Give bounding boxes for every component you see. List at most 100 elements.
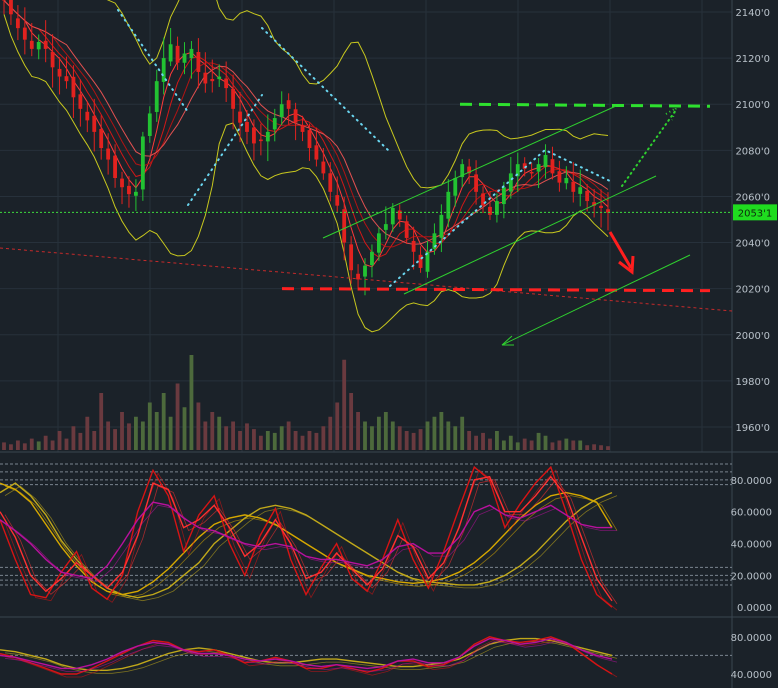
red-arrow-shaft xyxy=(608,231,633,269)
volume-bar xyxy=(238,431,242,450)
volume-bar xyxy=(43,435,48,450)
candle-body xyxy=(349,244,354,271)
candle-body xyxy=(578,187,583,194)
volume-bar xyxy=(265,431,270,450)
volume-bar xyxy=(293,431,298,450)
oscillator-2-series-line xyxy=(0,637,613,670)
candle-body xyxy=(418,254,423,268)
volume-bar xyxy=(404,431,409,450)
candle-body xyxy=(85,111,90,121)
candle-body xyxy=(286,100,291,109)
volume-bar xyxy=(356,412,360,450)
candle-body xyxy=(140,136,145,190)
volume-bar xyxy=(564,438,569,450)
candle-body xyxy=(370,251,374,266)
channel-lower-line xyxy=(403,175,657,295)
volume-bar xyxy=(390,421,395,450)
moving-average-line xyxy=(3,0,609,258)
volume-bar xyxy=(203,421,208,450)
candle-body xyxy=(279,104,284,118)
upper-band-line xyxy=(106,0,609,189)
price-axis-label: 2120'0 xyxy=(735,54,770,65)
bands-layer xyxy=(3,0,609,333)
oscillator-2-layer xyxy=(0,636,732,678)
candle-body xyxy=(383,224,388,230)
candle-body xyxy=(36,41,41,50)
oscillator-2-axis-label: 40.0000 xyxy=(731,670,772,681)
candle-body xyxy=(335,195,340,206)
volume-bar xyxy=(543,435,548,450)
volume-bar xyxy=(467,431,472,450)
volume-bar xyxy=(92,431,97,450)
volume-bar xyxy=(106,421,111,450)
volume-bar xyxy=(9,444,13,450)
candle-body xyxy=(182,53,187,63)
oscillator-1-axis-label: 80.0000 xyxy=(731,476,772,487)
volume-bar xyxy=(376,416,381,450)
volume-bar xyxy=(550,442,555,450)
volume-bar xyxy=(2,442,6,450)
volume-bar xyxy=(175,383,180,450)
moving-average-line xyxy=(3,0,609,268)
candle-body xyxy=(501,187,506,205)
candle-body xyxy=(57,68,62,77)
candle-body xyxy=(265,131,270,142)
volume-bar xyxy=(383,412,388,450)
volume-bar xyxy=(120,412,124,450)
candle-body xyxy=(71,76,76,98)
candle-body xyxy=(217,76,222,80)
candle-body xyxy=(258,139,263,142)
red-trendline xyxy=(0,247,733,312)
volume-bar xyxy=(397,426,402,450)
candle-body xyxy=(328,173,333,192)
channel-upper-line xyxy=(322,105,617,239)
oscillator-2-series-echo-line xyxy=(4,639,618,678)
candle-body xyxy=(425,251,430,272)
volume-bar xyxy=(300,435,305,450)
candle-body xyxy=(536,164,541,172)
candle-body xyxy=(189,48,194,59)
candle-body xyxy=(43,40,48,49)
oscillator-1-axis-label: 60.0000 xyxy=(731,508,772,519)
volume-bar xyxy=(321,426,326,450)
green-dotted-projection xyxy=(621,109,677,187)
volume-bar xyxy=(99,393,104,450)
candle-body xyxy=(175,45,180,63)
volume-bar xyxy=(370,426,374,450)
oscillator-1-series-echo-line xyxy=(4,504,617,583)
candle-body xyxy=(92,115,97,132)
volume-bar xyxy=(474,435,479,450)
candle-body xyxy=(203,72,208,84)
price-axis-label: 1980'0 xyxy=(735,377,770,388)
candle-body xyxy=(120,178,124,188)
volume-layer xyxy=(2,355,610,450)
volume-bar xyxy=(182,407,187,450)
candle-body xyxy=(557,171,562,183)
candle-body xyxy=(411,240,416,252)
candle-body xyxy=(252,127,256,144)
candle-body xyxy=(432,233,437,249)
volume-bar xyxy=(140,421,145,450)
projection-channel-line xyxy=(501,254,691,346)
volume-bar xyxy=(272,432,277,450)
volume-bar xyxy=(57,431,62,450)
candle-body xyxy=(363,265,367,277)
volume-bar xyxy=(15,440,20,450)
candle-body xyxy=(113,155,117,178)
volume-bar xyxy=(495,431,499,450)
candle-body xyxy=(50,51,55,68)
current-price-label: 2053'1 xyxy=(738,208,773,219)
candle-body xyxy=(147,113,152,136)
volume-bar xyxy=(224,426,229,450)
candle-body xyxy=(515,164,520,177)
candles-layer xyxy=(2,0,610,296)
candle-body xyxy=(161,58,166,82)
oscillator-1-series-echo-line xyxy=(4,479,618,605)
volume-bar xyxy=(515,442,520,450)
volume-bar xyxy=(36,441,41,450)
volume-bar xyxy=(328,416,333,450)
oscillator-2-axis-label: 80.0000 xyxy=(731,633,772,644)
volume-bar xyxy=(529,440,534,450)
volume-bar xyxy=(217,416,222,450)
